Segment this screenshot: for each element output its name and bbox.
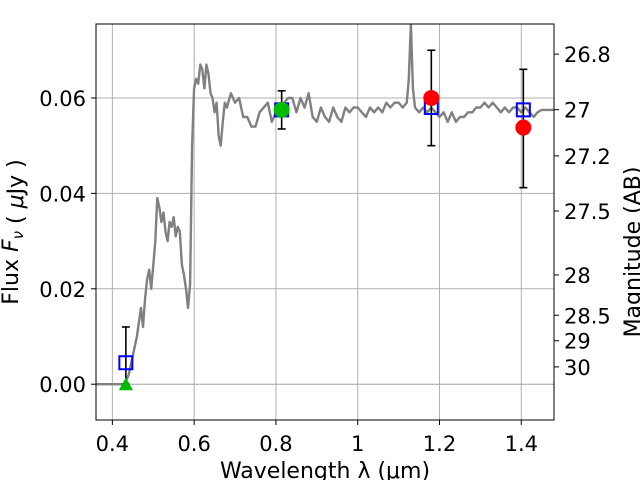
y-tick-label: 0.02 — [39, 278, 86, 302]
y-tick-label: 0.06 — [39, 87, 86, 111]
x-tick-label: 1 — [351, 432, 364, 456]
mag-tick-label: 26.8 — [564, 43, 611, 67]
mag-tick-label: 30 — [564, 356, 591, 380]
mag-tick-label: 28 — [564, 264, 591, 288]
x-tick-label: 0.6 — [177, 432, 210, 456]
x-tick-label: 1.2 — [423, 432, 456, 456]
model-circle — [515, 119, 532, 136]
plot-frame — [95, 23, 555, 421]
x-tick-label: 1.4 — [505, 432, 538, 456]
y-tick-label: 0.04 — [39, 182, 86, 206]
mag-tick-label: 27.2 — [564, 145, 611, 169]
mag-tick-label: 29 — [564, 330, 591, 354]
upper-limit-triangle — [118, 377, 133, 391]
y2-axis-label: Magnitude (AB) — [621, 167, 640, 338]
model-circle — [423, 89, 440, 106]
x-tick-label: 0.4 — [96, 432, 129, 456]
mag-tick-label: 28.5 — [564, 304, 611, 328]
plot-area — [96, 24, 554, 391]
y-axis-label: Flux Fν ( μJy ) — [0, 159, 29, 304]
y-tick-label: 0.00 — [39, 373, 86, 397]
x-axis-label: Wavelength λ (μm) — [220, 459, 430, 480]
photometry-square — [118, 355, 134, 371]
axes: 0.4 0.6 0.8 1 1.2 1.4 0.00 0.02 0.04 0.06 26.8 27 27… — [39, 43, 611, 456]
green-circle — [273, 101, 290, 118]
mag-tick-label: 27.5 — [564, 200, 611, 224]
photometry-square — [515, 102, 531, 118]
x-tick-label: 0.8 — [259, 432, 292, 456]
spectrum-line — [96, 24, 554, 386]
mag-tick-label: 27 — [564, 99, 591, 123]
